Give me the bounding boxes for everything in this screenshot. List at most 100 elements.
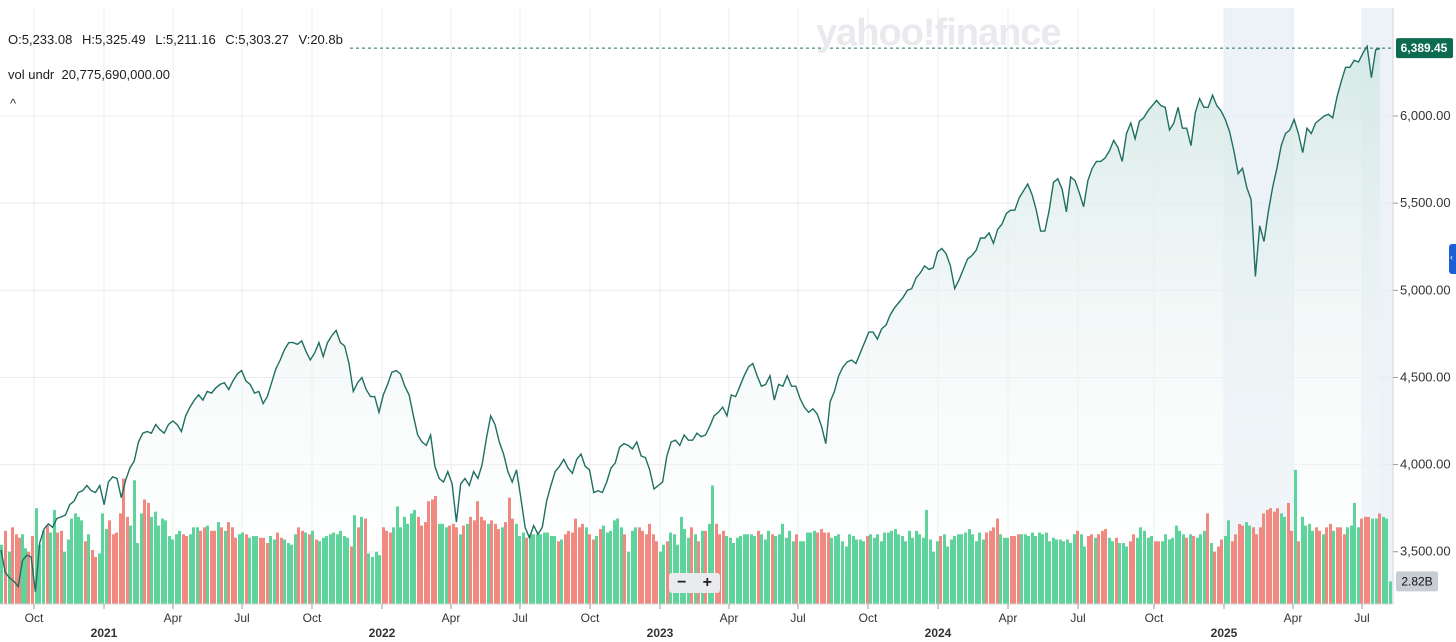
volume-bar (564, 534, 567, 604)
volume-bar (1006, 537, 1009, 604)
volume-bar (925, 509, 928, 604)
volume-bar (1178, 530, 1181, 604)
low-value: L:5,211.16 (155, 32, 216, 47)
volume-bar (431, 499, 434, 604)
volume-bar (115, 532, 118, 604)
volume-bar (968, 529, 971, 604)
volume-bar (946, 546, 949, 604)
collapse-chevron-icon[interactable]: ^ (10, 96, 17, 111)
volume-bar (792, 541, 795, 604)
volume-bar (1041, 534, 1044, 604)
volume-bar (1083, 546, 1086, 604)
volume-bar (543, 532, 546, 604)
volume-bar (424, 522, 427, 604)
volume-bar (883, 532, 886, 604)
volume-bar (634, 527, 637, 604)
volume-bar (1024, 534, 1027, 604)
volume-bar (1122, 543, 1125, 604)
volume-bar (231, 527, 234, 604)
zoom-out-button[interactable]: − (677, 574, 687, 591)
x-year-label: 2025 (1211, 626, 1238, 640)
volume-bar (1238, 523, 1241, 604)
volume-bar (673, 534, 676, 604)
last-price-badge (1396, 38, 1453, 59)
volume-bar (269, 536, 272, 604)
price-series-line (0, 44, 1381, 592)
volume-bar (49, 532, 52, 604)
volume-bar (24, 548, 27, 604)
volume-bar (1045, 532, 1048, 604)
volume-bar (827, 532, 830, 604)
volume-bar (683, 529, 686, 604)
side-panel-toggle[interactable]: ‹ (1449, 244, 1456, 274)
volume-bar (1280, 513, 1283, 604)
volume-bar (213, 530, 216, 604)
volume-bar (27, 551, 30, 604)
zoom-in-button[interactable]: + (702, 574, 712, 591)
volume-bar (532, 534, 535, 604)
volume-bar (1259, 527, 1262, 604)
volume-bar (830, 537, 833, 604)
volume-bar (536, 534, 539, 604)
volume-bar (778, 534, 781, 604)
volume-bar (74, 513, 77, 604)
volume-bar (834, 536, 837, 604)
volume-bar (1329, 523, 1332, 604)
volume-bar (353, 515, 356, 604)
volume-bar (171, 539, 174, 604)
volume-bar (852, 536, 855, 604)
chevron-left-icon: ‹ (1450, 252, 1453, 262)
volume-bar (294, 534, 297, 604)
volume-bar (1287, 502, 1290, 604)
x-tick-label: Oct (581, 611, 600, 625)
open-value: O:5,233.08 (8, 32, 73, 47)
volume-bar (1080, 534, 1083, 604)
volume-bar (367, 553, 370, 604)
volume-bar (1087, 536, 1090, 604)
volume-bar (108, 520, 111, 604)
volume-bar (1168, 539, 1171, 604)
volume-bar (855, 539, 858, 604)
volume-bar (318, 541, 321, 604)
volume-bar (0, 544, 3, 604)
volume-bar (161, 518, 164, 604)
yahoo-finance-logo: yahoo!finance (816, 12, 1062, 54)
volume-bar (119, 513, 122, 604)
volume-bar (1339, 527, 1342, 604)
volume-bar (760, 534, 763, 604)
volume-bar (438, 523, 441, 604)
volume-bar (1245, 522, 1248, 604)
volume-bar (308, 534, 311, 604)
volume-bar (845, 546, 848, 604)
volume-bar (1283, 516, 1286, 604)
volume-bar (806, 532, 809, 604)
volume-bar (94, 556, 97, 604)
volume-bar (687, 537, 690, 604)
volume-bar (259, 537, 262, 604)
volume-bar (427, 501, 430, 604)
volume-bar (375, 551, 378, 604)
x-year-label: 2021 (91, 626, 118, 640)
volume-bar (711, 485, 714, 604)
volume-bar (599, 529, 602, 604)
volume-bar (290, 544, 293, 604)
volume-bar (105, 529, 108, 604)
volume-bar (1062, 541, 1065, 604)
volume-bar (880, 541, 883, 604)
volume-bar (1210, 543, 1213, 604)
volume-indicator-label: vol undr (8, 67, 55, 82)
volume-bar (666, 541, 669, 604)
volume-bar (774, 536, 777, 604)
volume-bar (122, 478, 125, 604)
volume-bar (873, 537, 876, 604)
y-tick-label: 6,000.00 (1400, 108, 1451, 123)
volume-bar (750, 534, 753, 604)
volume-bar (280, 537, 283, 604)
volume-bar (501, 527, 504, 604)
volume-bar (1346, 527, 1349, 604)
volume-bar (669, 532, 672, 604)
volume-bar (382, 527, 385, 604)
volume-bar (553, 536, 556, 604)
